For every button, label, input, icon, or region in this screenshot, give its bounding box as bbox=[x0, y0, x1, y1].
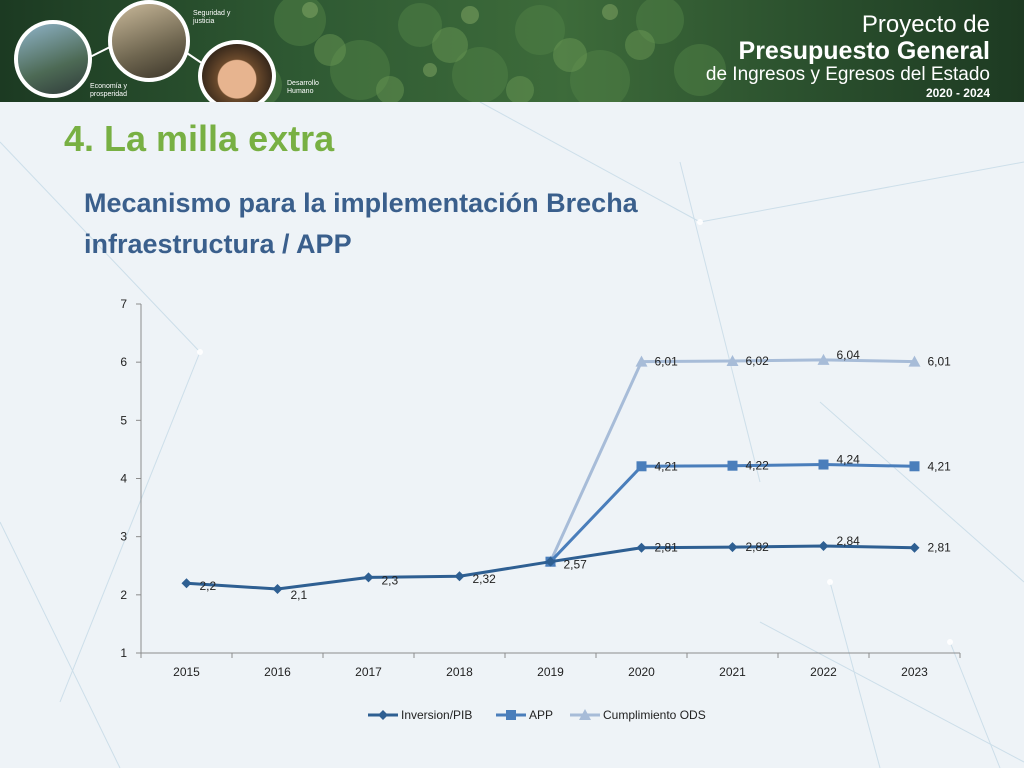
legend-marker-0 bbox=[378, 710, 388, 720]
x-tick-label-4: 2019 bbox=[537, 665, 564, 679]
banner-title: Proyecto de Presupuesto General de Ingre… bbox=[705, 11, 990, 101]
data-label-0-5: 2,81 bbox=[655, 541, 679, 555]
legend-marker-1 bbox=[506, 710, 516, 720]
photo-child bbox=[198, 40, 276, 102]
point-0-5 bbox=[636, 542, 647, 553]
data-label-2-7: 6,04 bbox=[837, 348, 861, 362]
x-tick-label-8: 2023 bbox=[901, 665, 928, 679]
data-label-0-2: 2,3 bbox=[382, 573, 399, 587]
data-label-0-3: 2,32 bbox=[473, 572, 497, 586]
point-1-5 bbox=[636, 461, 647, 472]
series-line-0 bbox=[186, 544, 915, 591]
data-label-2-6: 6,02 bbox=[746, 354, 770, 368]
point-0-6 bbox=[727, 542, 738, 553]
network-background bbox=[0, 102, 1024, 768]
label-economia: Economía y prosperidad bbox=[90, 83, 127, 99]
banner-title-line1: Proyecto de bbox=[861, 11, 990, 38]
point-0-2 bbox=[363, 572, 374, 583]
y-tick-label-5: 6 bbox=[120, 355, 127, 369]
x-tick-label-0: 2015 bbox=[173, 665, 200, 679]
data-label-0-0: 2,2 bbox=[200, 579, 217, 593]
point-2-8 bbox=[908, 355, 921, 367]
data-label-1-5: 4,21 bbox=[655, 459, 679, 473]
data-label-2-8: 6,01 bbox=[928, 355, 952, 369]
header-banner: Economía y prosperidad Seguridad y justi… bbox=[0, 0, 1024, 102]
point-0-1 bbox=[272, 584, 283, 595]
photo-road bbox=[14, 20, 92, 98]
photo-buildings bbox=[108, 0, 190, 82]
data-label-0-7: 2,84 bbox=[837, 534, 861, 548]
label-economia-line2: prosperidad bbox=[90, 91, 127, 98]
label-economia-line1: Economía y bbox=[90, 83, 127, 90]
y-tick-label-2: 3 bbox=[120, 530, 127, 544]
x-tick-label-7: 2022 bbox=[810, 665, 837, 679]
data-label-1-7: 4,24 bbox=[837, 453, 861, 467]
data-label-0-4: 2,57 bbox=[564, 558, 588, 572]
banner-title-line3: de Ingresos y Egresos del Estado bbox=[705, 64, 990, 85]
label-desarrollo-line2: Humano bbox=[287, 88, 314, 95]
point-1-7 bbox=[818, 459, 829, 470]
legend-label-2: Cumplimiento ODS bbox=[603, 708, 706, 722]
data-label-0-8: 2,81 bbox=[928, 541, 952, 555]
banner-title-line4: 2020 - 2024 bbox=[925, 86, 990, 100]
point-0-0 bbox=[181, 578, 192, 589]
legend-label-1: APP bbox=[529, 708, 553, 722]
point-2-6 bbox=[726, 355, 739, 367]
x-tick-label-1: 2016 bbox=[264, 665, 291, 679]
point-2-5 bbox=[635, 355, 648, 367]
point-1-6 bbox=[727, 460, 738, 471]
banner-title-line2: Presupuesto General bbox=[738, 37, 990, 65]
data-label-0-6: 2,82 bbox=[746, 540, 770, 554]
page-subtitle: Mecanismo para la implementación Brecha … bbox=[84, 188, 638, 259]
data-label-2-5: 6,01 bbox=[655, 355, 679, 369]
label-seguridad-line2: justicia bbox=[193, 18, 215, 25]
x-tick-label-5: 2020 bbox=[628, 665, 655, 679]
legend-label-0: Inversion/PIB bbox=[401, 708, 472, 722]
point-0-4 bbox=[545, 556, 556, 567]
point-0-7 bbox=[818, 540, 829, 551]
point-0-8 bbox=[909, 542, 920, 553]
data-label-0-1: 2,1 bbox=[291, 588, 308, 602]
y-tick-label-0: 1 bbox=[120, 646, 127, 660]
legend-marker-2 bbox=[579, 709, 591, 720]
x-tick-label-2: 2017 bbox=[355, 665, 382, 679]
label-desarrollo-line1: Desarrollo bbox=[287, 80, 319, 87]
y-tick-label-6: 7 bbox=[120, 297, 127, 311]
data-label-1-8: 4,21 bbox=[928, 459, 952, 473]
y-tick-label-4: 5 bbox=[120, 413, 127, 427]
x-tick-label-3: 2018 bbox=[446, 665, 473, 679]
y-tick-label-3: 4 bbox=[120, 472, 127, 486]
x-tick-label-6: 2021 bbox=[719, 665, 746, 679]
point-2-7 bbox=[817, 353, 830, 365]
page-title: 4. La milla extra bbox=[64, 118, 335, 159]
point-0-3 bbox=[454, 571, 465, 582]
label-seguridad: Seguridad y justicia bbox=[193, 10, 230, 26]
point-1-8 bbox=[909, 461, 920, 472]
label-seguridad-line1: Seguridad y bbox=[193, 10, 231, 17]
data-label-1-6: 4,22 bbox=[746, 459, 770, 473]
y-tick-label-1: 2 bbox=[120, 588, 127, 602]
label-desarrollo: Desarrollo Humano bbox=[287, 80, 319, 96]
